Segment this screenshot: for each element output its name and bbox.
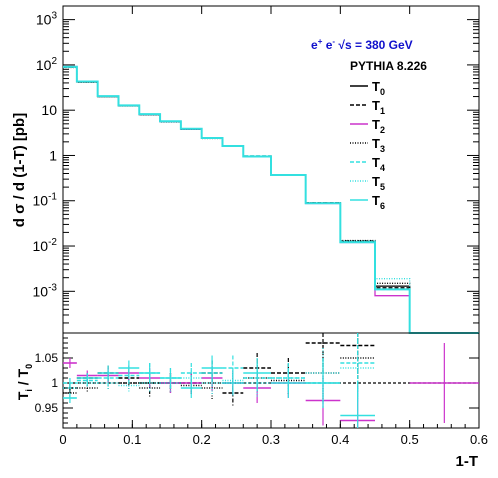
x-tick-label: 0.3 (262, 432, 280, 447)
legend-label-subscript: 1 (380, 106, 385, 116)
series-line-t6 (63, 65, 479, 334)
chart-subtitle: PYTHIA 8.226 (350, 59, 427, 73)
ratio-series-group (63, 333, 479, 428)
x-tick-label: 0.2 (193, 432, 211, 447)
y-tick-exponent: 2 (51, 56, 57, 67)
y-tick-label: 10 (41, 102, 57, 118)
x-tick-label: 0.1 (123, 432, 141, 447)
y-tick-base: 10 (33, 238, 49, 254)
y-tick-base: 10 (41, 102, 57, 118)
legend-label-subscript: 0 (380, 87, 385, 97)
legend-label-subscript: 5 (380, 182, 385, 192)
upper-series-group (63, 65, 479, 334)
legend-label-name: T (372, 136, 380, 151)
y-tick-base: 1 (49, 147, 57, 163)
y-tick-label: 10-1 (33, 192, 58, 209)
legend-label-t0: T0 (372, 79, 385, 97)
x-tick-label: 0.4 (331, 432, 349, 447)
legend-label-t2: T2 (372, 117, 385, 135)
x-tick-label: 0.5 (401, 432, 419, 447)
x-axis-label: 1-T (456, 453, 479, 470)
chart-title: e+ e- √s = 380 GeV (311, 37, 413, 52)
y-tick-exponent: -1 (48, 192, 57, 203)
legend-label-name: T (372, 193, 380, 208)
series-line-t0 (63, 66, 479, 334)
y-tick-label: 10-2 (33, 237, 58, 254)
ratio-label-den: / T (15, 368, 31, 389)
y-tick-base: 10 (33, 193, 49, 209)
legend-label-subscript: 3 (380, 144, 385, 154)
legend-label-t3: T3 (372, 136, 385, 154)
legend-label-name: T (372, 98, 380, 113)
lower-y-axis-label: Ti / T0 (15, 364, 34, 400)
legend-label-t5: T5 (372, 174, 385, 192)
series-line-t3 (63, 66, 479, 334)
legend-label-t1: T1 (372, 98, 385, 116)
legend-label-subscript: 4 (380, 163, 385, 173)
y-tick-base: 10 (36, 57, 52, 73)
y-tick-exponent: 3 (51, 11, 57, 22)
legend-label-name: T (372, 117, 380, 132)
y-tick-label: 1 (51, 376, 58, 390)
y-tick-label: 1.05 (35, 351, 59, 365)
legend-label-subscript: 2 (380, 125, 385, 135)
upper-y-axis-label: d σ / d (1-T) [pb] (11, 113, 28, 227)
ratio-label-num-sub: i (24, 389, 34, 392)
title-beam: e (322, 38, 332, 52)
title-energy: √s = 380 GeV (335, 38, 413, 52)
x-tick-label: 0 (59, 432, 66, 447)
y-tick-base: 10 (33, 283, 49, 299)
legend-label-t6: T6 (372, 193, 385, 211)
ratio-label-den-sub: 0 (24, 364, 34, 369)
legend-label-t4: T4 (372, 155, 385, 173)
series-line-t5 (63, 66, 479, 334)
y-tick-exponent: -3 (48, 282, 57, 293)
title-superscript: - (332, 37, 335, 46)
y-tick-label: 103 (36, 11, 58, 28)
y-tick-label: 10-3 (33, 282, 58, 299)
y-tick-label: 1 (49, 147, 57, 163)
y-tick-exponent: -2 (48, 237, 57, 248)
y-tick-base: 10 (36, 12, 52, 28)
title-superscript: + (318, 37, 323, 46)
series-line-t4 (63, 66, 479, 334)
y-tick-label: 0.95 (35, 401, 59, 415)
ratio-label-num: T (15, 391, 31, 400)
y-tick-label: 102 (36, 56, 58, 73)
title-beam: e (311, 38, 318, 52)
legend-label-name: T (372, 155, 380, 170)
x-tick-label: 0.6 (470, 432, 488, 447)
series-line-t1 (63, 66, 479, 334)
legend-label-subscript: 6 (380, 201, 385, 211)
legend-label-name: T (372, 174, 380, 189)
legend-label-name: T (372, 79, 380, 94)
